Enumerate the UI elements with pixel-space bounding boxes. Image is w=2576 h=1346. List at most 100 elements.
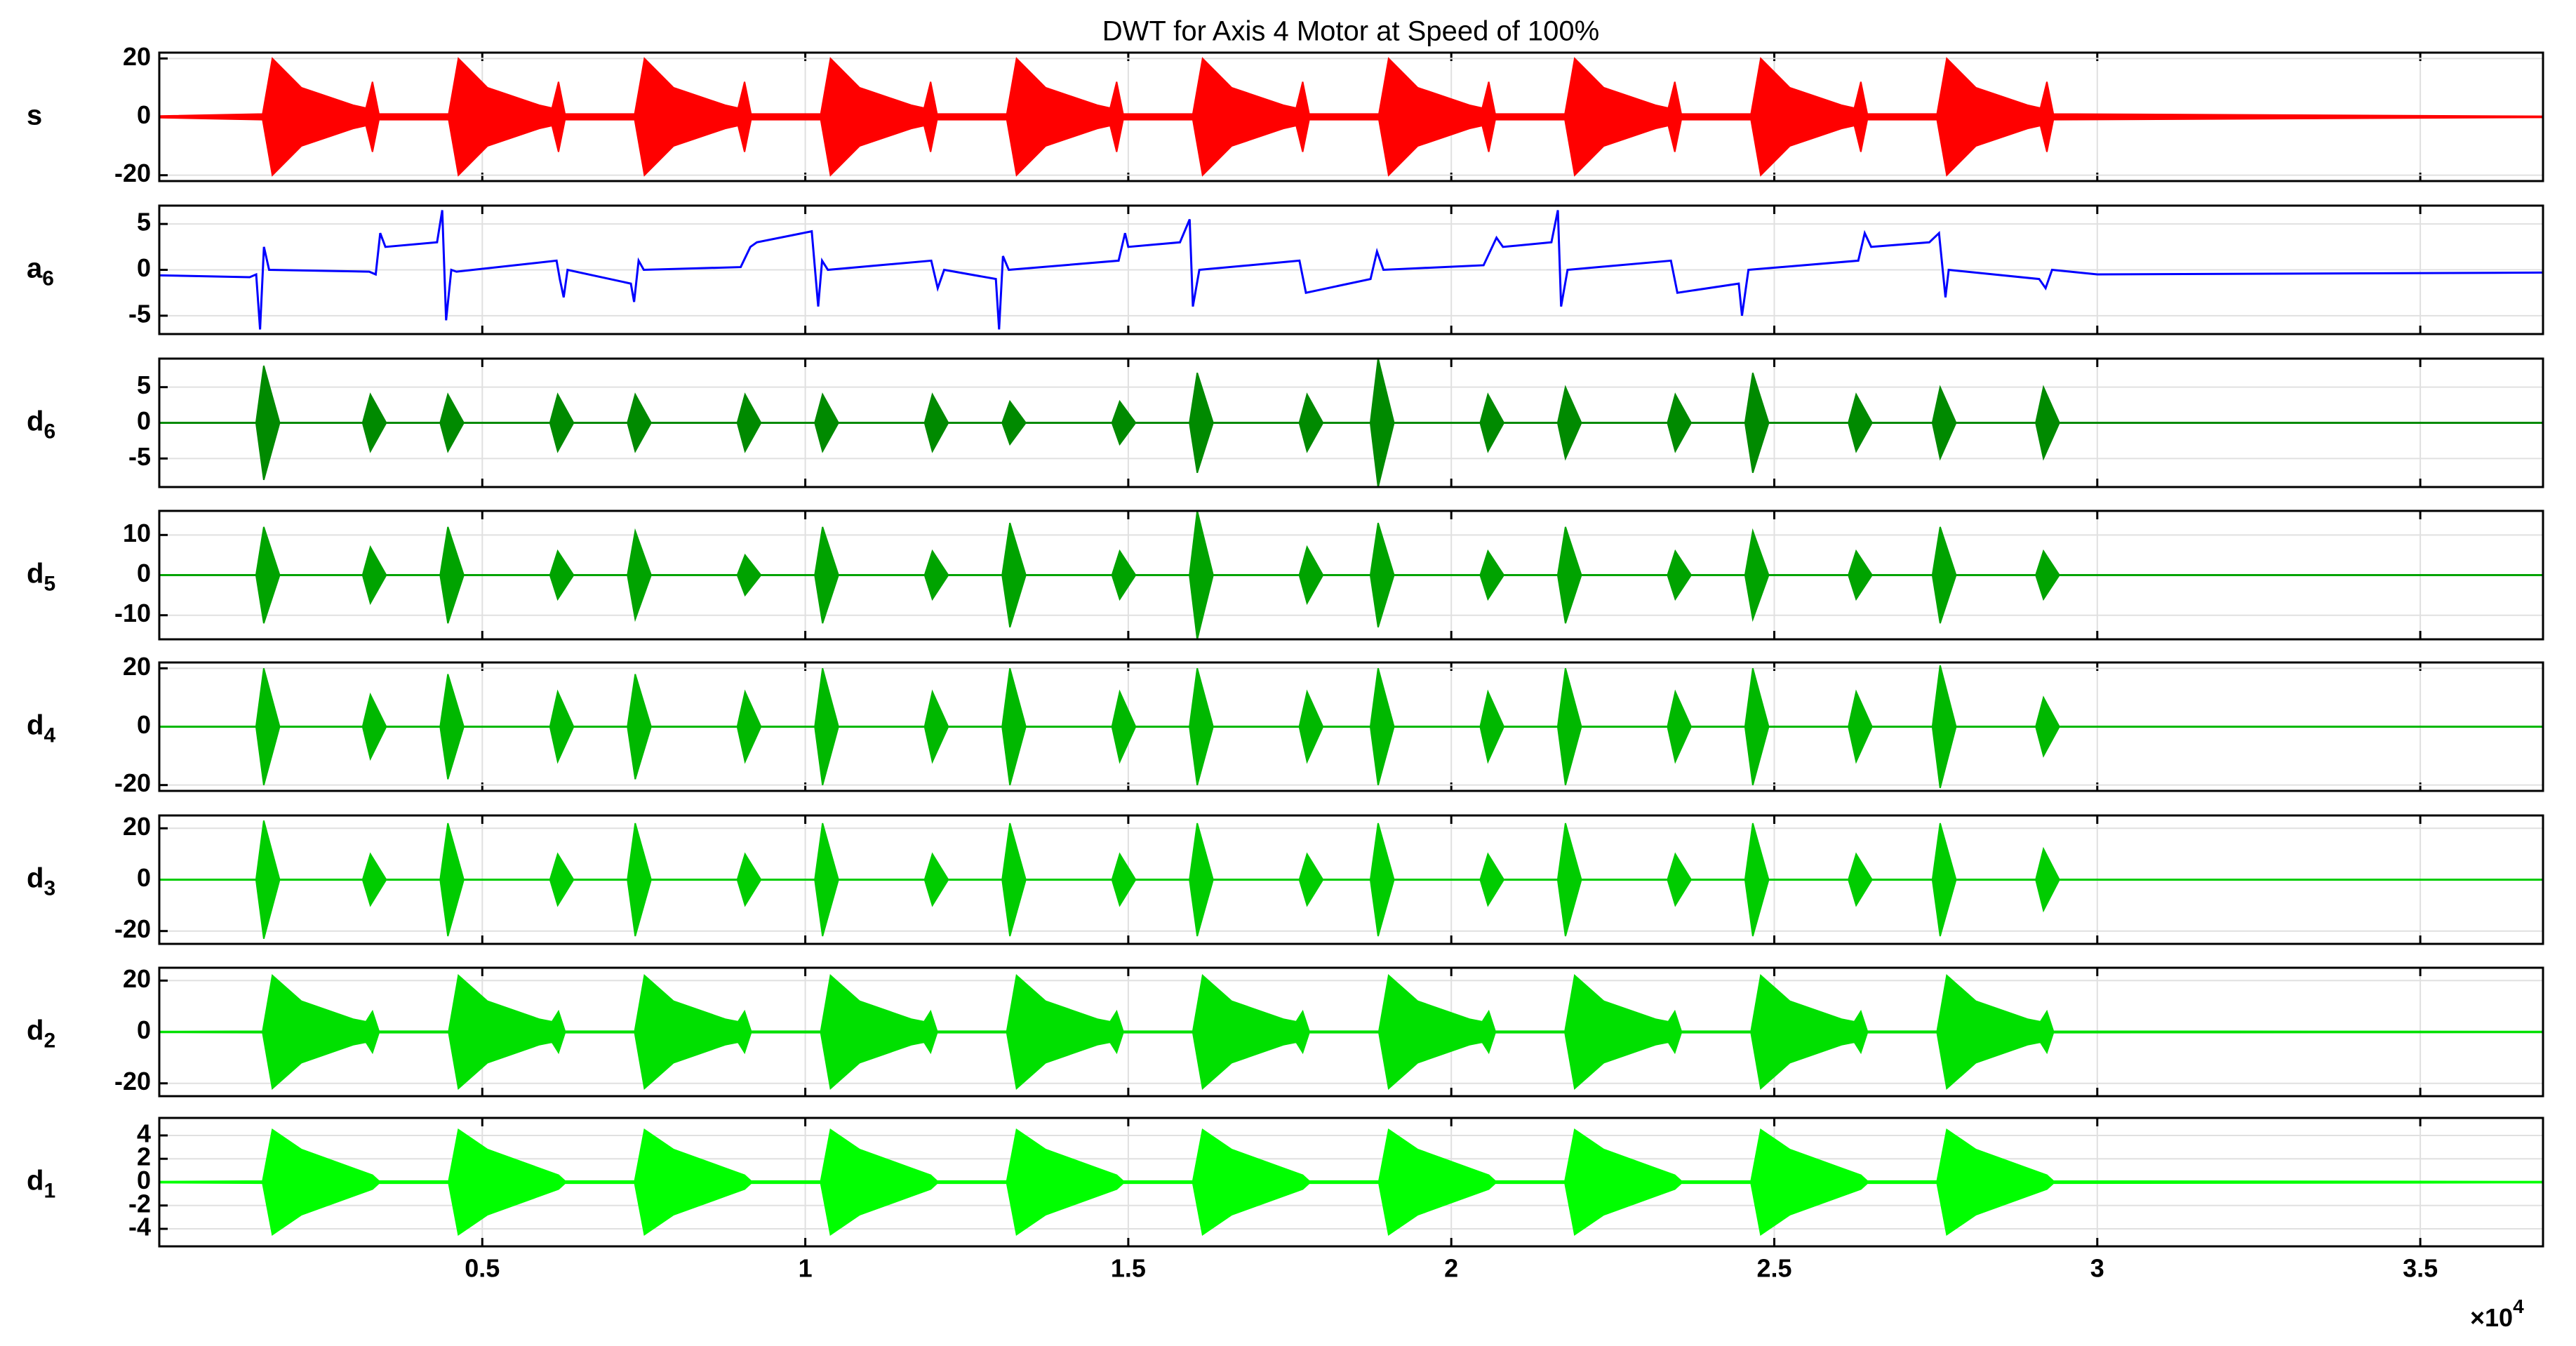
y-tick-label: 10 (123, 519, 151, 547)
signal-burst (255, 820, 281, 939)
signal-burst (1667, 689, 1693, 764)
signal-burst (255, 365, 281, 481)
signal-burst (814, 668, 839, 785)
y-tick-label: 20 (123, 652, 151, 681)
axes-frame (158, 814, 2544, 945)
signal-burst (1369, 822, 1395, 937)
signal-burst (1479, 689, 1505, 764)
y-axis-label-text: d (27, 1015, 44, 1046)
signal-burst (255, 668, 281, 785)
signal-burst (1479, 852, 1505, 907)
y-axis-label: d3 (27, 862, 55, 900)
y-axis-label-subscript: 6 (42, 267, 54, 290)
signal-burst (814, 392, 839, 453)
axes-frame (158, 966, 2544, 1098)
signal-burst (1848, 392, 1873, 453)
y-axis-label: d4 (27, 709, 55, 747)
y-tick-label: 0 (137, 406, 151, 435)
signal-burst (255, 526, 281, 624)
y-axis-label-subscript: 1 (44, 1179, 55, 1202)
signal-burst (1744, 373, 1770, 473)
y-axis-label-text: d (27, 862, 44, 893)
x-tick-label: 2 (1444, 1254, 1458, 1283)
signal-burst (1111, 399, 1137, 446)
signal-burst (1556, 668, 1582, 785)
signal-burst (361, 392, 387, 453)
signal-burst (1189, 373, 1214, 473)
y-tick-label: 0 (137, 1015, 151, 1044)
signal-burst (1369, 668, 1395, 785)
x-tick-label: 1 (799, 1254, 813, 1283)
signal-burst (2035, 549, 2060, 601)
y-axis-label: d2 (27, 1015, 55, 1052)
y-tick-label: 0 (137, 1166, 151, 1194)
y-tick-label: -20 (114, 914, 151, 943)
signal-burst (549, 689, 575, 764)
signal-burst (2035, 846, 2060, 913)
y-tick-label: 0 (137, 710, 151, 739)
y-tick-label: 2 (137, 1142, 151, 1171)
y-axis-label: a6 (27, 253, 54, 290)
signal-burst (627, 822, 652, 937)
signal-burst (1001, 668, 1027, 785)
signal-burst (1667, 549, 1693, 601)
y-tick-label: 5 (137, 208, 151, 236)
y-axis-label: d5 (27, 558, 55, 595)
signal-burst (1744, 528, 1770, 622)
signal-burst (2035, 385, 2060, 461)
panel: -5 0 5 d6 (27, 357, 2544, 488)
signal-burst (1001, 399, 1027, 446)
signal-burst (1556, 822, 1582, 937)
signal-burst (1111, 689, 1137, 764)
signal-burst (627, 528, 652, 622)
signal-burst (1848, 689, 1873, 764)
x-tick-label: 2.5 (1756, 1254, 1791, 1283)
signal-burst (439, 674, 465, 780)
signal-burst (627, 674, 652, 780)
y-tick-label: -20 (114, 768, 151, 797)
signal-burst (361, 545, 387, 606)
signal-burst (1298, 852, 1324, 907)
x-multiplier: ×104 (2470, 1295, 2524, 1331)
y-axis-label-subscript: 3 (44, 877, 55, 900)
signal-burst (1479, 549, 1505, 601)
panel: -20 0 20 d3 (27, 812, 2544, 945)
signal-burst (1298, 545, 1324, 606)
signal-burst (923, 852, 949, 907)
signal-burst (736, 689, 762, 764)
signal-burst (736, 852, 762, 907)
signal-burst (1931, 822, 1957, 937)
signal-burst (361, 692, 387, 761)
signal-burst (923, 549, 949, 601)
y-axis-label-text: a (27, 253, 43, 284)
y-tick-label: -4 (128, 1213, 151, 1241)
signal-burst (1667, 852, 1693, 907)
signal-burst (1848, 549, 1873, 601)
y-axis-label-text: d (27, 558, 44, 589)
x-tick-label: 1.5 (1111, 1254, 1146, 1283)
y-axis-label-subscript: 5 (44, 572, 55, 595)
x-tick-label: 3 (2090, 1254, 2104, 1283)
signal-burst (439, 822, 465, 937)
signal-line (159, 210, 2544, 330)
signal-burst (923, 392, 949, 453)
y-tick-label: 4 (137, 1119, 151, 1147)
x-multiplier-power: 4 (2513, 1295, 2524, 1317)
signal-burst (1298, 689, 1324, 764)
signal-burst (1189, 668, 1214, 785)
y-axis-label-text: d (27, 709, 44, 740)
panel: -20 0 20 s (27, 42, 2544, 187)
y-tick-label: 20 (123, 42, 151, 71)
signal-burst (1189, 822, 1214, 937)
signal-burst (1369, 358, 1395, 488)
axes-frame (158, 204, 2544, 335)
signal-burst (1667, 392, 1693, 453)
signal-burst (1931, 526, 1957, 624)
panel: -5 0 5 a6 (27, 204, 2544, 335)
y-axis-label-subscript: 4 (44, 724, 55, 747)
y-axis-label-subscript: 2 (44, 1029, 55, 1052)
axes-frame (158, 1117, 2544, 1248)
signal-burst (439, 392, 465, 453)
